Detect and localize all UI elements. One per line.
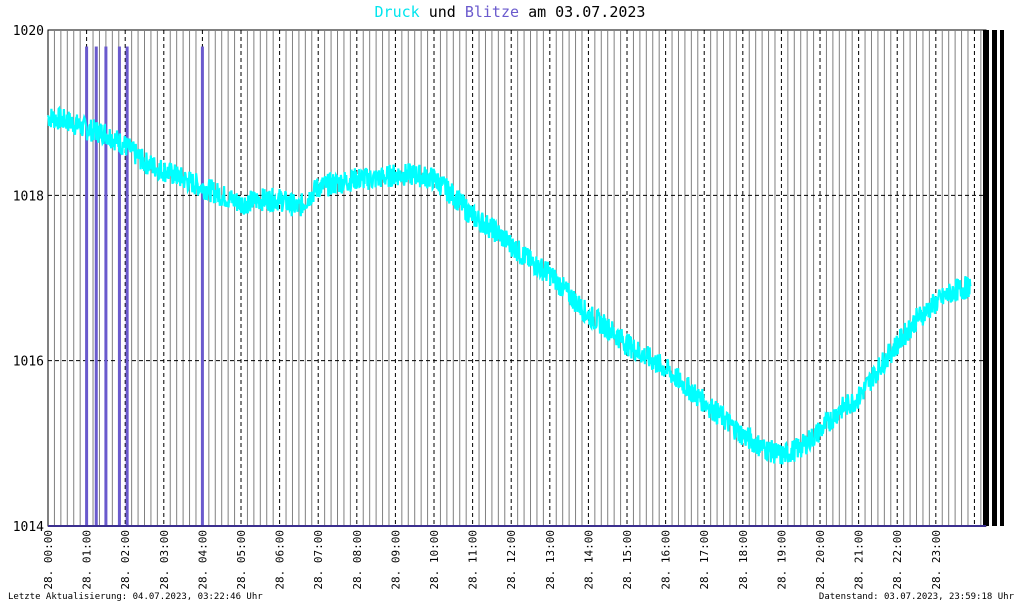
x-tick-label: 28. 06:00 [274,530,287,590]
x-tick-label: 28. 20:00 [814,530,827,590]
pressure-series-line [46,105,972,465]
x-tick-label: 28. 13:00 [544,530,557,590]
x-tick-label: 28. 16:00 [660,530,673,590]
title-lightning: Blitze [464,3,520,21]
footer-data-status: Datenstand: 03.07.2023, 23:59:18 Uhr [818,592,1014,602]
right-edge-bar [1000,30,1004,526]
x-tick-label: 28. 23:00 [930,530,943,590]
x-tick-label: 28. 14:00 [582,530,595,590]
y-tick-label: 1020 [13,24,44,39]
x-tick-label: 28. 07:00 [312,530,325,590]
chart-title: Druck und Blitze am 03.07.2023 [0,3,1020,21]
x-tick-label: 28. 21:00 [853,530,866,590]
x-tick-label: 28. 02:00 [119,530,132,590]
x-tick-label: 28. 00:00 [42,530,55,590]
title-date: 03.07.2023 [555,3,646,21]
footer-last-update: Letzte Aktualisierung: 04.07.2023, 03:22… [8,592,263,602]
x-tick-label: 28. 10:00 [428,530,441,590]
x-tick-label: 28. 08:00 [351,530,364,590]
title-pressure: Druck [374,3,420,21]
x-tick-label: 28. 01:00 [81,530,94,590]
x-tick-label: 28. 15:00 [621,530,634,590]
y-tick-label: 1014 [13,520,44,535]
x-tick-label: 28. 11:00 [467,530,480,590]
x-tick-label: 28. 03:00 [158,530,171,590]
right-edge-bar [983,30,989,526]
right-edge-bar [992,30,997,526]
x-tick-label: 28. 17:00 [698,530,711,590]
y-tick-label: 1016 [13,355,44,370]
lightning-strike-bar [85,46,89,527]
lightning-strike-bar [200,46,204,527]
lightning-strike-bar [117,46,121,527]
title-prefix: am [528,3,547,21]
x-tick-label: 28. 12:00 [505,530,518,590]
x-tick-label: 28. 22:00 [891,530,904,590]
x-tick-label: 28. 09:00 [389,530,402,590]
lightning-strike-bar [104,46,108,527]
title-join: und [428,3,456,21]
lightning-strike-bar [125,46,129,527]
y-tick-label: 1018 [13,189,44,204]
x-tick-label: 28. 19:00 [775,530,788,590]
x-tick-label: 28. 04:00 [196,530,209,590]
x-tick-label: 28. 05:00 [235,530,248,590]
x-tick-label: 28. 18:00 [737,530,750,590]
lightning-strike-bar [94,46,98,527]
